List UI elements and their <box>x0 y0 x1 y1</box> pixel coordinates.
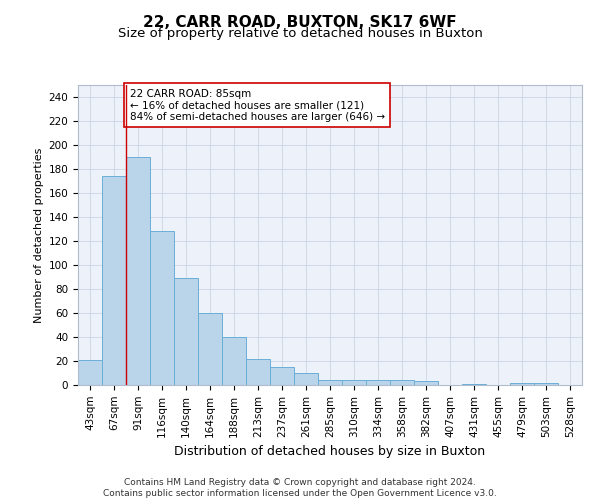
Bar <box>126 157 150 385</box>
Bar <box>534 382 558 385</box>
Text: 22, CARR ROAD, BUXTON, SK17 6WF: 22, CARR ROAD, BUXTON, SK17 6WF <box>143 15 457 30</box>
Bar <box>78 360 102 385</box>
Y-axis label: Number of detached properties: Number of detached properties <box>34 148 44 322</box>
Bar <box>390 380 414 385</box>
Text: Size of property relative to detached houses in Buxton: Size of property relative to detached ho… <box>118 28 482 40</box>
Bar <box>294 373 318 385</box>
Bar <box>414 382 438 385</box>
Bar <box>510 382 534 385</box>
Bar <box>198 313 222 385</box>
Bar <box>222 337 246 385</box>
Bar <box>270 367 294 385</box>
Bar <box>246 358 270 385</box>
X-axis label: Distribution of detached houses by size in Buxton: Distribution of detached houses by size … <box>175 445 485 458</box>
Text: 22 CARR ROAD: 85sqm
← 16% of detached houses are smaller (121)
84% of semi-detac: 22 CARR ROAD: 85sqm ← 16% of detached ho… <box>130 88 385 122</box>
Bar <box>366 380 390 385</box>
Bar <box>174 278 198 385</box>
Text: Contains HM Land Registry data © Crown copyright and database right 2024.
Contai: Contains HM Land Registry data © Crown c… <box>103 478 497 498</box>
Bar <box>150 232 174 385</box>
Bar <box>462 384 486 385</box>
Bar <box>318 380 342 385</box>
Bar <box>102 176 126 385</box>
Bar <box>342 380 366 385</box>
